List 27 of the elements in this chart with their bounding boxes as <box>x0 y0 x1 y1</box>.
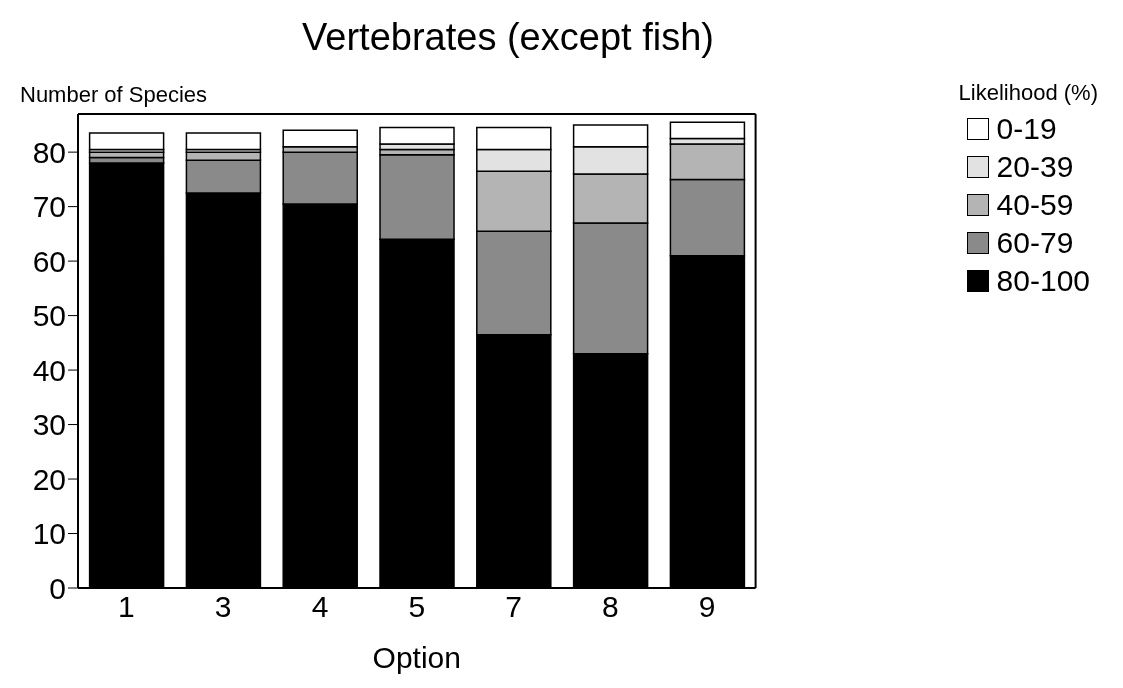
y-tick-label: 30 <box>32 408 66 442</box>
y-tick-label: 20 <box>32 462 66 496</box>
x-tick-label: 5 <box>408 590 426 624</box>
y-tick-label: 10 <box>32 517 66 551</box>
y-axis-title: Number of Species <box>20 82 208 108</box>
y-tick-label: 60 <box>32 244 66 278</box>
x-tick-label: 9 <box>698 590 716 624</box>
y-tick-label: 80 <box>32 135 66 169</box>
chart-title: Vertebrates (except fish) <box>301 16 715 59</box>
legend-label: 0-19 <box>996 112 1057 146</box>
legend-title: Likelihood (%) <box>958 80 1098 106</box>
x-tick-label: 8 <box>602 590 619 624</box>
y-tick-label: 50 <box>32 299 66 333</box>
y-tick-label: 0 <box>49 571 66 605</box>
legend-label: 60-79 <box>996 226 1074 260</box>
y-tick-label: 40 <box>32 353 66 387</box>
x-tick-label: 7 <box>505 590 522 624</box>
x-tick-label: 3 <box>214 590 232 624</box>
legend-label: 40-59 <box>996 188 1074 222</box>
legend-label: 80-100 <box>996 264 1091 298</box>
bar <box>185 132 262 151</box>
y-tick-label: 70 <box>32 190 66 224</box>
bar <box>88 132 165 151</box>
x-axis-title: Option <box>372 641 461 674</box>
legend-label: 20-39 <box>996 150 1074 184</box>
x-tick-label: 4 <box>311 590 329 624</box>
x-tick-label: 1 <box>118 590 135 624</box>
